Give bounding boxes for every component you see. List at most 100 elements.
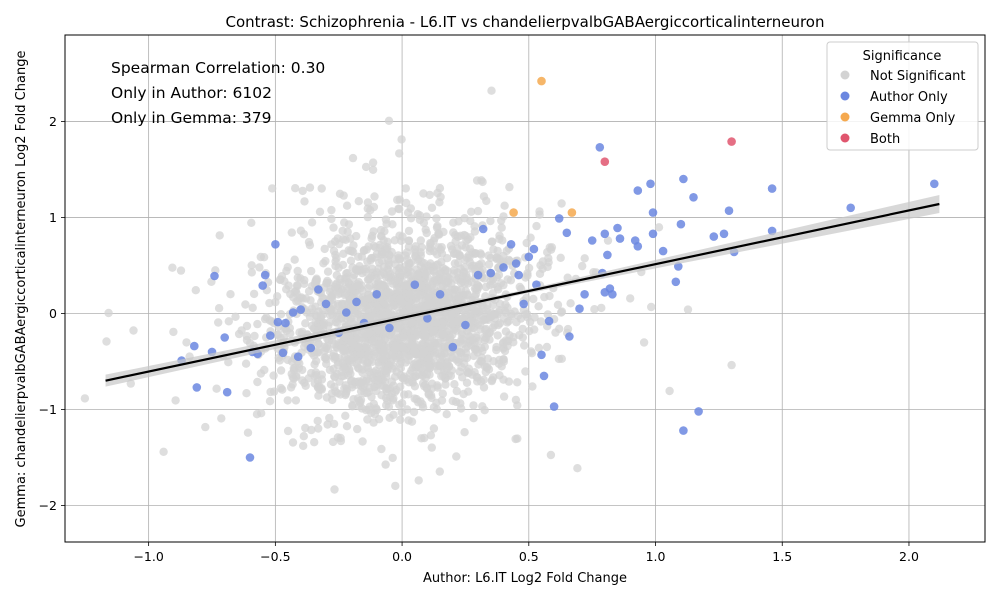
author-only-point bbox=[314, 285, 323, 294]
not-significant-point bbox=[494, 320, 503, 330]
not-significant-point bbox=[391, 260, 400, 269]
not-significant-point bbox=[513, 378, 522, 387]
not-significant-point bbox=[456, 337, 465, 346]
not-significant-point bbox=[543, 310, 552, 319]
not-significant-point bbox=[433, 221, 442, 231]
not-significant-point bbox=[307, 425, 316, 435]
not-significant-point bbox=[268, 184, 277, 193]
not-significant-point bbox=[727, 360, 736, 370]
not-significant-point bbox=[450, 380, 459, 389]
not-significant-point bbox=[168, 263, 177, 272]
not-significant-point bbox=[471, 306, 480, 315]
legend-title: Significance bbox=[863, 49, 942, 64]
not-significant-point bbox=[578, 261, 587, 271]
not-significant-point bbox=[518, 333, 527, 342]
not-significant-point bbox=[429, 403, 439, 412]
not-significant-point bbox=[363, 198, 373, 207]
legend-marker bbox=[840, 91, 850, 101]
author-only-point bbox=[689, 193, 698, 202]
not-significant-point bbox=[439, 343, 448, 352]
author-only-point bbox=[603, 250, 612, 260]
not-significant-point bbox=[212, 384, 221, 393]
author-only-point bbox=[767, 184, 777, 193]
not-significant-point bbox=[443, 295, 452, 304]
not-significant-point bbox=[497, 223, 506, 232]
not-significant-point bbox=[357, 404, 367, 413]
not-significant-point bbox=[422, 369, 431, 379]
not-significant-point bbox=[224, 317, 233, 326]
not-significant-point bbox=[159, 447, 168, 456]
not-significant-point bbox=[474, 262, 483, 271]
not-significant-point bbox=[501, 327, 511, 336]
not-significant-point bbox=[518, 324, 527, 334]
not-significant-point bbox=[395, 268, 404, 278]
not-significant-point bbox=[557, 199, 566, 208]
author-only-point bbox=[671, 277, 681, 287]
not-significant-point bbox=[446, 333, 455, 342]
not-significant-point bbox=[462, 378, 472, 387]
not-significant-point bbox=[366, 206, 375, 215]
not-significant-point bbox=[384, 273, 393, 282]
not-significant-point bbox=[265, 298, 274, 308]
not-significant-point bbox=[104, 308, 113, 318]
not-significant-point bbox=[419, 348, 428, 358]
author-only-point bbox=[296, 305, 306, 314]
not-significant-point bbox=[499, 212, 508, 221]
not-significant-point bbox=[329, 223, 338, 232]
not-significant-point bbox=[250, 331, 259, 341]
author-only-point bbox=[281, 318, 290, 328]
not-significant-point bbox=[566, 299, 575, 308]
not-significant-point bbox=[363, 305, 372, 314]
author-only-point bbox=[608, 290, 617, 299]
not-significant-point bbox=[325, 310, 334, 320]
not-significant-point bbox=[525, 326, 534, 336]
author-only-point bbox=[565, 332, 574, 341]
not-significant-point bbox=[265, 397, 275, 406]
not-significant-point bbox=[385, 330, 394, 340]
not-significant-point bbox=[446, 352, 456, 362]
not-significant-point bbox=[404, 416, 413, 425]
x-axis-ticks: −1.0 −0.5 0.0 0.5 1.0 1.5 2.0 bbox=[133, 542, 919, 564]
not-significant-point bbox=[307, 266, 316, 276]
not-significant-point bbox=[384, 266, 393, 275]
not-significant-point bbox=[407, 318, 416, 327]
not-significant-point bbox=[473, 206, 483, 216]
not-significant-point bbox=[413, 330, 422, 340]
not-significant-point bbox=[384, 116, 394, 126]
x-tick-label: 1.5 bbox=[772, 549, 792, 564]
not-significant-point bbox=[418, 340, 427, 350]
not-significant-point bbox=[362, 388, 372, 398]
not-significant-point bbox=[425, 190, 434, 200]
not-significant-point bbox=[503, 337, 512, 346]
not-significant-point bbox=[437, 360, 446, 369]
not-significant-point bbox=[358, 437, 367, 446]
not-significant-point bbox=[337, 367, 346, 377]
not-significant-point bbox=[469, 414, 478, 423]
not-significant-point bbox=[253, 377, 262, 387]
not-significant-point bbox=[214, 304, 224, 313]
not-significant-point bbox=[354, 343, 363, 352]
not-significant-point bbox=[397, 135, 406, 144]
author-only-point bbox=[245, 453, 255, 462]
author-only-point bbox=[486, 268, 496, 278]
not-significant-point bbox=[339, 299, 348, 309]
not-significant-point bbox=[459, 314, 468, 323]
not-significant-point bbox=[286, 383, 296, 392]
not-significant-point bbox=[391, 341, 400, 350]
legend-marker bbox=[840, 112, 850, 122]
not-significant-point bbox=[368, 357, 377, 366]
not-significant-point bbox=[299, 441, 308, 451]
not-significant-point bbox=[426, 431, 436, 440]
x-tick-label: 0.0 bbox=[392, 549, 412, 564]
not-significant-point bbox=[396, 415, 405, 424]
not-significant-point bbox=[639, 338, 649, 347]
not-significant-point bbox=[438, 352, 447, 361]
not-significant-point bbox=[452, 452, 461, 461]
not-significant-point bbox=[384, 402, 394, 411]
y-axis-label: Gemma: chandelierpvalbGABAergiccorticali… bbox=[14, 51, 29, 528]
author-only-point bbox=[648, 229, 658, 239]
not-significant-point bbox=[368, 158, 378, 167]
not-significant-point bbox=[201, 422, 210, 432]
not-significant-point bbox=[333, 360, 342, 370]
not-significant-point bbox=[402, 405, 412, 414]
